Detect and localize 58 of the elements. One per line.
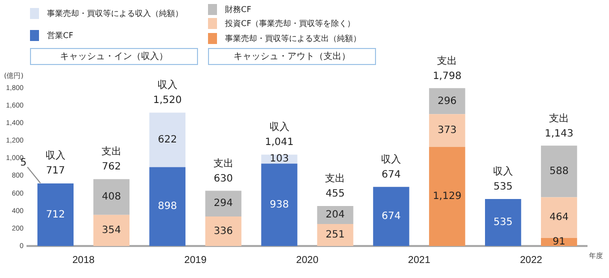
x-tick-label: 2020 — [296, 254, 319, 266]
x-tick-label: 2021 — [408, 254, 431, 266]
data-label: 91 — [552, 236, 566, 248]
bar — [317, 224, 354, 246]
total-label: 支出 1,798 — [432, 54, 462, 82]
data-label: 535 — [494, 217, 513, 228]
bar — [317, 206, 354, 224]
data-label: 588 — [549, 166, 569, 178]
total-label: 支出 762 — [101, 146, 122, 173]
legend-label: 財務CF — [225, 4, 252, 15]
data-label: 103 — [270, 154, 289, 165]
total-label: 収入 674 — [381, 153, 402, 180]
data-label: 938 — [270, 199, 289, 210]
total-label: 収入 1,041 — [264, 121, 294, 148]
text: キャッシュ・イン（収入） — [30, 48, 198, 65]
data-label: 296 — [438, 96, 457, 107]
data-label: 204 — [326, 210, 345, 221]
bar — [429, 114, 466, 147]
data-label: 674 — [382, 211, 401, 222]
total-label: 支出 1,143 — [544, 112, 574, 140]
x-tick-label: 2019 — [184, 254, 207, 266]
bar — [429, 146, 466, 246]
data-label: 622 — [158, 134, 177, 146]
text: キャッシュ・アウト（支出） — [208, 48, 376, 65]
bar — [373, 186, 410, 246]
bar — [149, 112, 186, 168]
total-label: 支出 455 — [325, 172, 346, 200]
data-label: 251 — [326, 230, 345, 241]
legend-label: 投資CF（事業売却・買収等を除く） — [225, 18, 356, 30]
data-label: 373 — [438, 125, 457, 136]
total-label: 収入 535 — [493, 166, 514, 193]
bar — [205, 190, 242, 217]
bar — [485, 199, 522, 246]
data-label: 898 — [158, 201, 177, 212]
total-label: 収入 1,520 — [153, 79, 182, 106]
data-label: 336 — [214, 226, 233, 237]
x-tick-label: 2022 — [520, 254, 543, 266]
bar — [37, 184, 74, 246]
bar — [93, 179, 130, 215]
total-label: 収入 717 — [45, 150, 66, 177]
x-tick-label: 2018 — [72, 254, 96, 266]
data-label: 408 — [102, 192, 121, 203]
bar — [429, 88, 466, 114]
data-label: 464 — [549, 212, 569, 224]
bar — [540, 197, 578, 238]
bar — [205, 216, 242, 246]
data-label: 354 — [102, 225, 121, 236]
legend-label: 事業売却・買収等による収入（純額） — [47, 8, 183, 18]
legend-label: 営業CF — [47, 30, 74, 40]
total-label: 支出 630 — [213, 157, 234, 184]
data-label: 294 — [214, 198, 233, 210]
bar — [149, 167, 186, 246]
legend-label: 事業売却・買収等による支出（純額） — [225, 33, 361, 44]
bar — [261, 164, 298, 246]
data-label: 712 — [46, 209, 66, 220]
bar — [93, 214, 130, 246]
bar — [540, 146, 578, 198]
data-label: 1,129 — [432, 191, 462, 202]
